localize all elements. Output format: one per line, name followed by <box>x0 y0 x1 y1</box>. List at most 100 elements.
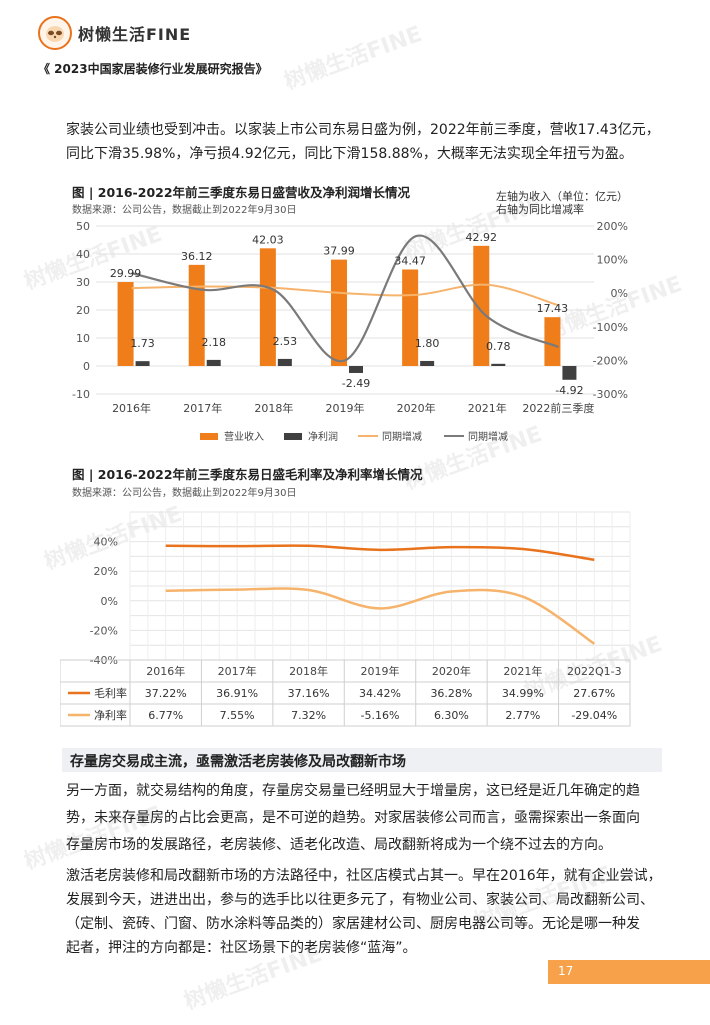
y-right-tick-label: 200% <box>597 220 628 233</box>
data-table-cell: -29.04% <box>571 709 617 722</box>
x-category-label: 2021年 <box>468 401 507 415</box>
data-table-cell: 36.91% <box>216 687 258 700</box>
paragraph-line: 另一方面，就交易结构的角度，存量房交易量已经明显大于增量房，这已经是近几年确定的… <box>66 783 640 799</box>
revenue-data-label: 17.43 <box>537 302 569 315</box>
legend-label: 营业收入 <box>224 430 264 443</box>
x-category-label: 2018年 <box>254 401 293 415</box>
paragraph-line: 起者，押注的方向都是：社区场景下的老房装修“蓝海”。 <box>66 940 417 956</box>
profit-bar <box>206 359 221 366</box>
x-category-label: 2021年 <box>503 664 542 678</box>
revenue-bar <box>331 259 347 366</box>
x-category-label: 2022前三季度 <box>522 401 594 415</box>
report-title: 《 2023中国家居装修行业发展研究报告》 <box>38 62 268 76</box>
chart2-title: 图 | 2016-2022年前三季度东易日盛毛利率及净利率增长情况 <box>72 467 423 482</box>
sloth-logo-icon <box>38 16 72 50</box>
paragraph-intro: 家装公司业绩也受到冲击。以家装上市公司东易日盛为例，2022年前三季度，营收17… <box>66 118 666 166</box>
brand: 树懒生活FINE <box>38 16 191 50</box>
y-tick-label: 20% <box>94 565 118 578</box>
profit-bar <box>277 358 292 366</box>
data-table-cell: 34.42% <box>359 687 401 700</box>
paragraph-line: 家装公司业绩也受到冲击。以家装上市公司东易日盛为例，2022年前三季度，营收17… <box>66 122 660 138</box>
y-left-tick-label: 10 <box>76 332 90 345</box>
legend-swatch <box>284 433 302 440</box>
y-right-tick-label: -100% <box>593 321 628 334</box>
x-category-label: 2022Q1-3 <box>567 665 622 678</box>
y-left-tick-label: 30 <box>76 276 90 289</box>
profit-bar <box>491 363 506 366</box>
paragraph-line: 发展到今天，进进出出，参与的选手比以往更多元了，有物业公司、家装公司、局改翻新公… <box>66 892 654 908</box>
paragraph-line: 存量房市场的发展路径，老房装修、适老化改造、局改翻新将成为一个绕不过去的方向。 <box>66 837 612 853</box>
paragraph-stock-housing: 另一方面，就交易结构的角度，存量房交易量已经明显大于增量房，这已经是近几年确定的… <box>66 778 666 859</box>
x-category-label: 2017年 <box>218 664 257 678</box>
y-left-tick-label: 50 <box>76 220 90 233</box>
y-right-tick-label: -200% <box>593 354 628 367</box>
x-category-label: 2017年 <box>183 401 222 415</box>
brand-name: 树懒生活FINE <box>78 25 192 44</box>
revenue-data-label: 29.99 <box>110 267 142 280</box>
paragraph-line: 同比下滑35.98%，净亏损4.92亿元，同比下滑158.88%，大概率无法实现… <box>66 146 633 162</box>
revenue-data-label: 36.12 <box>181 250 213 263</box>
page-number: 17 <box>548 960 710 984</box>
revenue-bar <box>473 245 490 366</box>
paragraph-line: 势，未来存量房的占比会更高，是不可逆的趋势。对家居装修公司而言，亟需探索出一条面… <box>66 810 640 826</box>
legend-label: 净利率 <box>94 708 127 722</box>
y-right-tick-label: 100% <box>597 254 628 267</box>
profit-data-label: -4.92 <box>555 384 583 397</box>
y-tick-label: 40% <box>94 536 118 549</box>
watermark: 树懒生活FINE <box>280 21 426 95</box>
data-table-cell: 27.67% <box>573 687 615 700</box>
data-table-cell: 6.30% <box>434 709 469 722</box>
net-margin-line <box>165 587 595 645</box>
y-left-tick-label: -10 <box>72 388 90 401</box>
profit-data-label: 2.18 <box>201 336 226 349</box>
paragraph-line: （定制、瓷砖、门窗、防水涂料等品类的）家居建材公司、厨房电器公司等。无论是哪一种… <box>66 916 640 932</box>
x-category-label: 2020年 <box>397 401 436 415</box>
profit-growth-line <box>131 234 559 363</box>
data-table-cell: 34.99% <box>502 687 544 700</box>
chart1-title: 图 | 2016-2022年前三季度东易日盛营收及净利润增长情况 <box>72 185 411 200</box>
revenue-data-label: 42.03 <box>252 233 284 246</box>
data-table-cell: 37.16% <box>288 687 330 700</box>
profit-bar <box>420 360 435 366</box>
profit-data-label: 1.73 <box>130 337 155 350</box>
data-table-cell: 37.22% <box>145 687 187 700</box>
x-category-label: 2016年 <box>112 401 151 415</box>
margin-chart: 40%20%0%-20%-40%2016年 2017年 2018年 2019年 2020… <box>60 511 631 727</box>
data-table-cell: 6.77% <box>148 709 183 722</box>
revenue-bar <box>188 264 205 366</box>
profit-bar <box>349 366 363 373</box>
chart1-unit-note-2: 右轴为同比增减率 <box>496 203 584 216</box>
x-category-label: 2019年 <box>326 401 365 415</box>
revenue-bar <box>117 282 134 366</box>
revenue-profit-chart: 50403020100-10200%100%0%-100%-200%-300%2… <box>72 220 628 443</box>
paragraph-line: 激活老房装修和局改翻新市场的方法路径中，社区店模式占其一。早在2016年，就有企… <box>66 868 662 884</box>
y-left-tick-label: 40 <box>76 248 90 261</box>
x-category-label: 2020年 <box>432 664 471 678</box>
y-left-tick-label: 0 <box>83 360 90 373</box>
legend-label: 同期增减 <box>468 430 508 443</box>
profit-bar <box>135 361 150 366</box>
gross-margin-line <box>165 544 595 562</box>
y-tick-label: -20% <box>90 624 118 637</box>
data-table-cell: 2.77% <box>505 709 540 722</box>
page-number-text: 17 <box>558 964 574 978</box>
legend-swatch <box>200 433 218 440</box>
profit-data-label: 1.80 <box>415 337 440 350</box>
legend-label: 毛利率 <box>94 686 127 700</box>
revenue-bar <box>544 317 561 366</box>
revenue-data-label: 37.99 <box>323 245 355 258</box>
y-left-tick-label: 20 <box>76 304 90 317</box>
legend-label: 同期增减 <box>382 430 422 443</box>
revenue-data-label: 34.47 <box>394 254 426 267</box>
legend-label: 净利润 <box>308 430 338 443</box>
profit-bar <box>562 366 577 380</box>
revenue-bar <box>402 269 419 366</box>
profit-data-label: 0.78 <box>486 340 511 353</box>
x-category-label: 2018年 <box>289 664 328 678</box>
data-table-cell: 7.55% <box>220 709 255 722</box>
data-table-cell: 36.28% <box>430 687 472 700</box>
chart1-unit-note: 左轴为收入（单位：亿元） <box>496 190 628 203</box>
chart2-source: 数据来源：公司公告，数据截止到2022年9月30日 <box>72 488 297 499</box>
y-tick-label: 0% <box>101 595 118 608</box>
profit-data-label: 2.53 <box>273 335 298 348</box>
